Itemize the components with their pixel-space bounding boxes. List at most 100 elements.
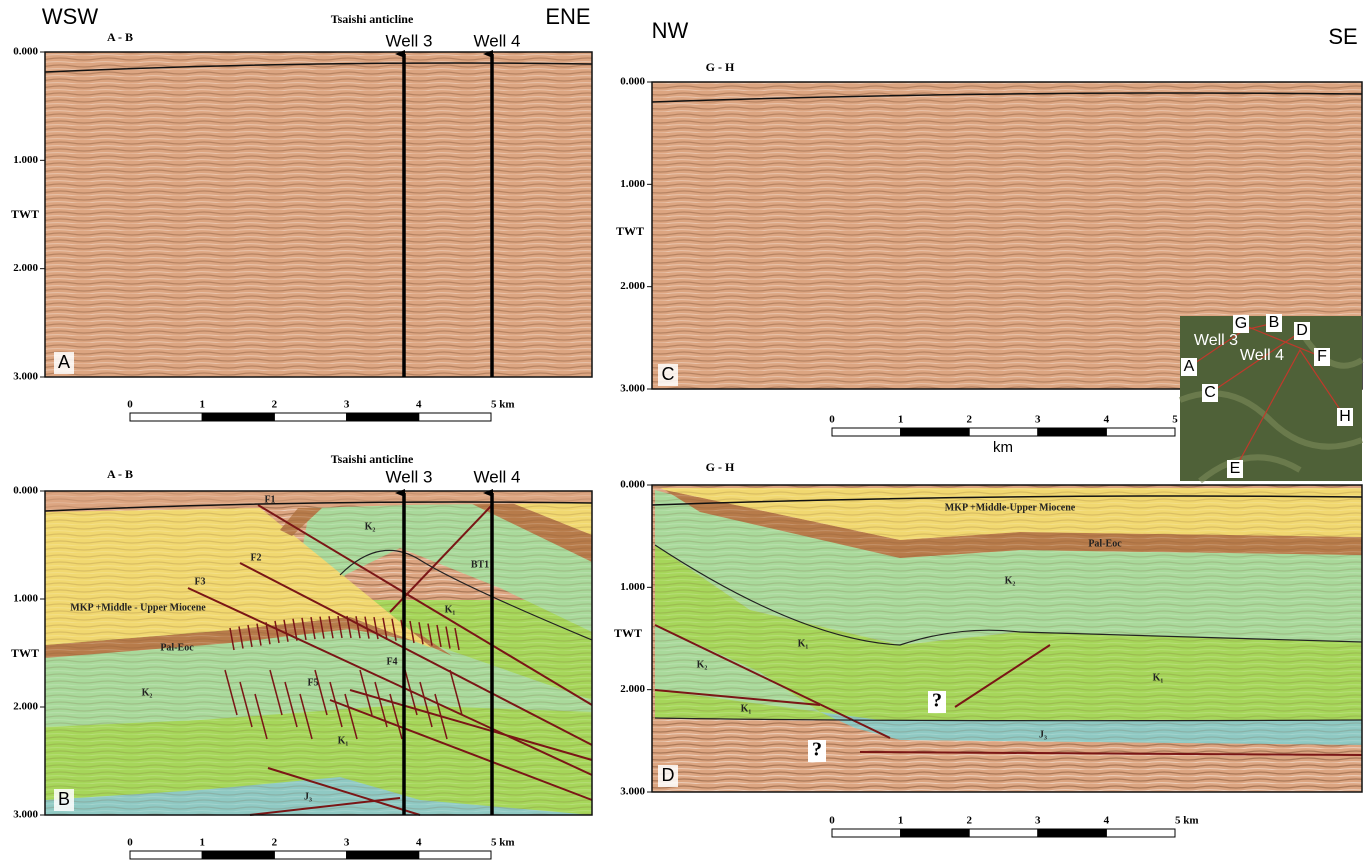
unit-label: K₂: [697, 659, 708, 670]
twt-tick-label: 0.000: [620, 76, 645, 88]
well-label: Well 4: [474, 467, 521, 486]
scale-segment: [969, 428, 1038, 436]
unit-label: K₂: [1005, 575, 1016, 586]
axis-label: TWT: [614, 626, 642, 640]
scale-label: 1: [898, 815, 904, 827]
section-label: G - H: [706, 460, 735, 474]
map-label: D: [1296, 322, 1308, 339]
twt-tick-label: 2.000: [13, 262, 38, 274]
scale-segment: [347, 851, 419, 859]
unit-label: K₁: [798, 638, 809, 649]
scale-segment: [1106, 829, 1175, 837]
unit-label: BT1: [471, 559, 489, 570]
twt-tick-label: 3.000: [13, 371, 38, 383]
scale-label: 3: [1035, 414, 1041, 426]
map-label: Well 3: [1194, 332, 1238, 349]
scale-label: 0: [127, 837, 133, 849]
twt-tick-label: 2.000: [620, 683, 645, 695]
twt-tick-label: 0.000: [620, 479, 645, 491]
axis-label: TWT: [11, 646, 39, 660]
unit-label: ?: [932, 690, 942, 712]
unit-label: K₂: [365, 521, 376, 532]
scale-segment: [1038, 428, 1107, 436]
map-label: A: [1184, 358, 1195, 375]
twt-tick-label: 1.000: [13, 593, 38, 605]
unit-label: F1: [264, 494, 275, 505]
direction-label: NW: [652, 18, 689, 43]
seismic-texture: [45, 491, 592, 815]
well-label: Well 4: [474, 31, 521, 50]
scale-segment: [969, 829, 1038, 837]
section-label: A - B: [107, 467, 133, 481]
scale-label: 3: [344, 837, 350, 849]
unit-label: J₃: [304, 791, 312, 802]
scale-label: 4: [1104, 414, 1110, 426]
scale-label: 0: [127, 399, 133, 411]
axis-label: TWT: [616, 224, 644, 238]
scale-segment: [832, 428, 901, 436]
unit-label: K₂: [142, 687, 153, 698]
scale-label: 4: [416, 399, 422, 411]
unit-label: K₁: [1153, 672, 1164, 683]
map-label: C: [1204, 384, 1216, 401]
scale-unit: km: [993, 439, 1013, 456]
scale-segment: [901, 829, 970, 837]
scale-label: 3: [1035, 815, 1041, 827]
scale-segment: [274, 413, 346, 421]
scale-label: 0: [829, 815, 835, 827]
axis-label: TWT: [11, 207, 39, 221]
panel-letter: C: [662, 364, 675, 384]
scale-segment: [832, 829, 901, 837]
scale-segment: [419, 413, 491, 421]
scale-label: 5 km: [491, 399, 515, 411]
panel-letter: B: [58, 789, 70, 809]
map-label: H: [1339, 408, 1351, 425]
map-label: B: [1269, 314, 1280, 331]
direction-label: WSW: [42, 4, 98, 29]
scale-label: 4: [416, 837, 422, 849]
direction-label: SE: [1328, 24, 1357, 49]
scale-segment: [202, 413, 274, 421]
map-label: Well 4: [1240, 347, 1284, 364]
unit-label: ?: [812, 739, 822, 761]
unit-label: K₁: [338, 735, 349, 746]
structure-label: Tsaishi anticline: [331, 452, 414, 466]
scale-label: 5: [1172, 414, 1178, 426]
unit-label: F5: [307, 677, 318, 688]
scale-label: 4: [1104, 815, 1110, 827]
map-label: F: [1317, 348, 1327, 365]
map-label: G: [1235, 315, 1247, 332]
scale-label: 1: [199, 399, 205, 411]
twt-tick-label: 0.000: [13, 46, 38, 58]
unit-label: F3: [194, 576, 205, 587]
scale-segment: [202, 851, 274, 859]
panel-letter: D: [662, 765, 675, 785]
unit-label: MKP +Middle-Upper Miocene: [945, 502, 1076, 513]
twt-tick-label: 0.000: [13, 485, 38, 497]
scale-label: 3: [344, 399, 350, 411]
well-label: Well 3: [386, 467, 433, 486]
twt-tick-label: 1.000: [13, 154, 38, 166]
scale-label: 5 km: [1175, 815, 1199, 827]
twt-tick-label: 1.000: [620, 178, 645, 190]
scale-segment: [1038, 829, 1107, 837]
scale-segment: [419, 851, 491, 859]
unit-label: Pal-Eoc: [1088, 538, 1122, 549]
section-label: G - H: [706, 60, 735, 74]
scale-label: 2: [966, 414, 972, 426]
scale-label: 5 km: [491, 837, 515, 849]
scale-segment: [274, 851, 346, 859]
unit-label: K₁: [741, 703, 752, 714]
unit-label: Pal-Eoc: [160, 642, 194, 653]
twt-tick-label: 3.000: [620, 383, 645, 395]
scale-label: 2: [272, 399, 278, 411]
map-label: E: [1230, 460, 1241, 477]
section-label: A - B: [107, 30, 133, 44]
scale-label: 1: [898, 414, 904, 426]
unit-label: F4: [386, 656, 397, 667]
unit-label: F2: [250, 552, 261, 563]
scale-segment: [901, 428, 970, 436]
twt-tick-label: 3.000: [13, 809, 38, 821]
seismic-texture: [45, 52, 592, 377]
unit-label: J₃: [1039, 729, 1047, 740]
